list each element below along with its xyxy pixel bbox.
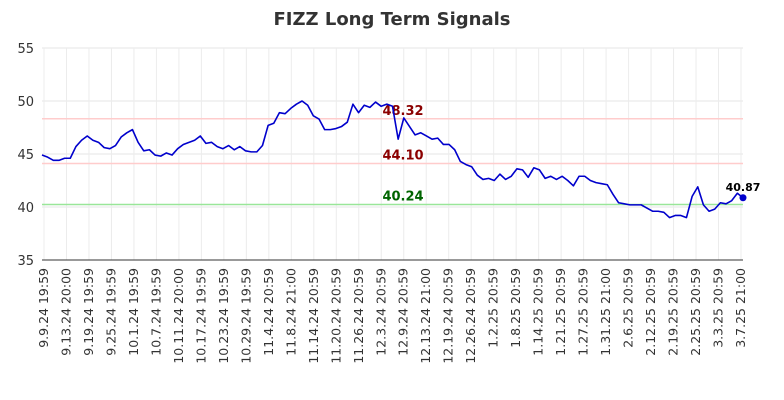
x-tick-label: 12.3.24 20:59 bbox=[373, 268, 388, 356]
last-point-label: 40.87 bbox=[726, 181, 761, 194]
y-tick-label: 45 bbox=[17, 148, 34, 163]
x-tick-label: 1.2.25 20:59 bbox=[486, 268, 501, 348]
x-tick-label: 12.26.24 20:59 bbox=[463, 268, 478, 364]
x-tick-label: 12.9.24 20:59 bbox=[396, 268, 411, 356]
y-axis: 35 40 45 50 55 bbox=[17, 42, 743, 269]
series-layer: 40.87 bbox=[41, 100, 761, 219]
x-tick-label: 10.23.24 19:59 bbox=[216, 268, 231, 364]
x-axis: 9.9.24 19:59 9.13.24 20:00 9.19.24 19:59 9.… bbox=[36, 268, 748, 364]
x-tick-label: 2.12.25 20:59 bbox=[643, 268, 658, 356]
signal-lines: 48.32 44.10 40.24 bbox=[42, 104, 743, 206]
y-tick-label: 35 bbox=[17, 254, 34, 269]
signal-label: 40.24 bbox=[382, 189, 423, 204]
x-tick-label: 10.1.24 19:59 bbox=[126, 268, 141, 356]
x-tick-label: 10.7.24 19:59 bbox=[148, 268, 163, 356]
x-tick-label: 12.19.24 20:59 bbox=[441, 268, 456, 364]
x-tick-label: 11.20.24 20:59 bbox=[328, 268, 343, 364]
grid bbox=[42, 47, 743, 261]
last-point-marker bbox=[739, 194, 747, 202]
x-tick-label: 9.9.24 19:59 bbox=[36, 268, 51, 348]
signal-label: 44.10 bbox=[382, 149, 423, 164]
x-tick-label: 3.7.25 21:00 bbox=[733, 268, 748, 348]
chart-title: FIZZ Long Term Signals bbox=[273, 9, 510, 30]
y-tick-label: 40 bbox=[17, 201, 34, 216]
x-tick-label: 2.25.25 20:59 bbox=[688, 268, 703, 356]
x-tick-label: 10.29.24 19:59 bbox=[238, 268, 253, 364]
y-tick-label: 50 bbox=[17, 95, 34, 110]
x-tick-label: 9.13.24 20:00 bbox=[58, 268, 73, 356]
x-tick-label: 1.14.25 20:59 bbox=[531, 268, 546, 356]
price-line bbox=[41, 100, 744, 219]
signal-label: 48.32 bbox=[382, 104, 423, 119]
x-tick-label: 2.6.25 20:59 bbox=[621, 268, 636, 348]
x-tick-label: 1.31.25 21:00 bbox=[598, 268, 613, 356]
x-tick-label: 12.13.24 21:00 bbox=[418, 268, 433, 364]
x-tick-label: 11.4.24 20:59 bbox=[261, 268, 276, 356]
x-tick-label: 2.19.25 20:59 bbox=[666, 268, 681, 356]
y-tick-label: 55 bbox=[17, 42, 34, 57]
x-tick-label: 9.19.24 19:59 bbox=[81, 268, 96, 356]
x-tick-label: 1.21.25 20:59 bbox=[553, 268, 568, 356]
x-tick-label: 9.25.24 19:59 bbox=[103, 268, 118, 356]
x-tick-label: 1.8.25 20:59 bbox=[508, 268, 523, 348]
x-tick-label: 10.11.24 20:00 bbox=[171, 268, 186, 364]
x-tick-label: 11.26.24 20:59 bbox=[351, 268, 366, 364]
x-tick-label: 1.27.25 20:59 bbox=[576, 268, 591, 356]
x-tick-label: 11.8.24 21:00 bbox=[283, 268, 298, 356]
x-tick-label: 11.14.24 20:59 bbox=[306, 268, 321, 364]
x-tick-label: 10.17.24 19:59 bbox=[193, 268, 208, 364]
x-tick-label: 3.3.25 20:59 bbox=[711, 268, 726, 348]
